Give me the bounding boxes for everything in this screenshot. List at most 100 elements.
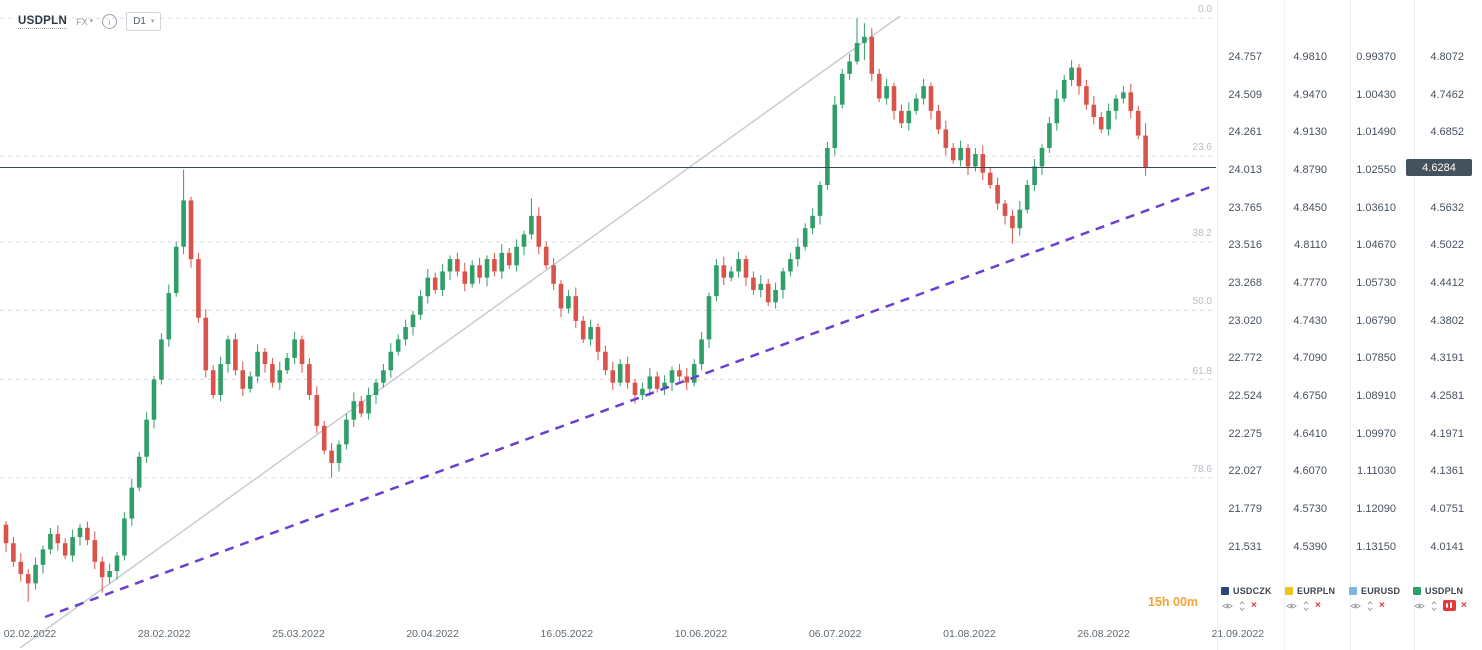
candles-series bbox=[3, 18, 1148, 602]
price-scale-value: 4.5632 bbox=[1430, 201, 1464, 214]
price-scale-value: 1.01490 bbox=[1356, 126, 1396, 139]
fib-retracement[interactable] bbox=[0, 17, 1216, 479]
date-axis-label: 10.06.2022 bbox=[674, 628, 728, 640]
price-scale-value: 4.7462 bbox=[1430, 88, 1464, 101]
price-scale-value: 23.516 bbox=[1228, 239, 1262, 252]
price-scale-value: 21.779 bbox=[1228, 502, 1262, 515]
fib-level-label[interactable]: 61.8 bbox=[1192, 365, 1212, 377]
scale-separator bbox=[1217, 0, 1218, 650]
date-axis-label: 21.09.2022 bbox=[1211, 628, 1265, 640]
visibility-eye-icon[interactable] bbox=[1286, 602, 1297, 610]
price-scale-eurpln[interactable]: 4.9810 4.9470 4.9130 4.8790 4.8450 4.8110 4.77… bbox=[1270, 38, 1327, 565]
date-axis-label: 01.08.2022 bbox=[943, 628, 996, 640]
resistance-trendline[interactable] bbox=[19, 15, 901, 649]
price-scale-value: 1.00430 bbox=[1356, 88, 1396, 101]
chart-header: USDPLN FX ▾ i D1 ▾ bbox=[18, 12, 162, 31]
date-axis-label: 20.04.2022 bbox=[406, 628, 459, 640]
info-icon[interactable]: i bbox=[102, 14, 118, 29]
price-scale-value: 4.0141 bbox=[1430, 540, 1464, 553]
scale-separator bbox=[1414, 0, 1415, 650]
active-instrument-badge-icon[interactable] bbox=[1443, 600, 1456, 611]
legend-item-eurusd: EURUSD × bbox=[1349, 586, 1409, 611]
price-scale-value: 4.7430 bbox=[1293, 314, 1327, 327]
price-scale-value: 4.7090 bbox=[1293, 352, 1327, 365]
market-dropdown[interactable]: FX ▾ bbox=[76, 17, 93, 27]
fib-level-label[interactable]: 0.0 bbox=[1198, 4, 1212, 16]
price-scale-value: 1.11030 bbox=[1357, 465, 1396, 478]
timeframe-dropdown[interactable]: D1 ▾ bbox=[126, 12, 162, 31]
visibility-eye-icon[interactable] bbox=[1222, 602, 1233, 610]
price-scale-value: 4.4412 bbox=[1430, 276, 1464, 289]
scale-arrows-icon[interactable] bbox=[1238, 600, 1246, 611]
price-scale-value: 4.7770 bbox=[1293, 276, 1327, 289]
fib-level-label[interactable]: 78.6 bbox=[1192, 463, 1212, 475]
scale-arrows-icon[interactable] bbox=[1430, 600, 1438, 611]
remove-instrument-icon[interactable]: × bbox=[1315, 599, 1321, 611]
visibility-eye-icon[interactable] bbox=[1414, 602, 1425, 610]
price-scale-value: 22.027 bbox=[1228, 465, 1262, 478]
instrument-legend: USDCZK × EURPLN × EURUSD × USDPLN × bbox=[1221, 586, 1473, 611]
legend-item-usdpln: USDPLN × bbox=[1413, 586, 1473, 611]
visibility-eye-icon[interactable] bbox=[1350, 602, 1361, 610]
price-scale-value: 4.8072 bbox=[1430, 50, 1464, 63]
fib-level-label[interactable]: 38.2 bbox=[1192, 227, 1212, 239]
instrument-color-swatch bbox=[1349, 587, 1357, 595]
price-scale-value: 1.13150 bbox=[1356, 540, 1396, 553]
price-scale-usdczk[interactable]: 24.757 24.509 24.261 24.013 23.765 23.516 23.2… bbox=[1218, 38, 1262, 565]
instrument-color-swatch bbox=[1413, 587, 1421, 595]
price-scale-value: 4.8790 bbox=[1293, 163, 1327, 176]
scale-arrows-icon[interactable] bbox=[1302, 600, 1310, 611]
price-scale-value: 4.9810 bbox=[1293, 50, 1327, 63]
fib-level-label[interactable]: 50.0 bbox=[1192, 296, 1212, 308]
price-scale-value: 24.757 bbox=[1228, 50, 1262, 63]
remove-instrument-icon[interactable]: × bbox=[1461, 599, 1467, 611]
price-scale-value: 1.08910 bbox=[1356, 389, 1396, 402]
price-scale-eurusd[interactable]: 0.99370 1.00430 1.01490 1.02550 1.03610 1.046… bbox=[1336, 38, 1396, 565]
instrument-color-swatch bbox=[1221, 587, 1229, 595]
date-axis-label: 02.02.2022 bbox=[3, 628, 57, 640]
candlestick-chart[interactable] bbox=[0, 0, 1216, 650]
date-axis-label: 26.08.2022 bbox=[1077, 628, 1130, 640]
price-scale-value: 4.1971 bbox=[1430, 427, 1464, 440]
price-scale-value: 21.531 bbox=[1228, 540, 1262, 553]
price-scale-value: 4.3802 bbox=[1430, 314, 1464, 327]
remove-instrument-icon[interactable]: × bbox=[1379, 599, 1385, 611]
price-scale-value: 23.268 bbox=[1228, 276, 1262, 289]
fib-level-label[interactable]: 23.6 bbox=[1192, 142, 1212, 154]
price-scale-value: 4.8450 bbox=[1293, 201, 1327, 214]
legend-item-eurpln: EURPLN × bbox=[1285, 586, 1345, 611]
price-scale-value: 22.524 bbox=[1228, 389, 1262, 402]
remove-instrument-icon[interactable]: × bbox=[1251, 599, 1257, 611]
price-scale-value: 24.013 bbox=[1228, 163, 1262, 176]
price-scale-value: 4.5730 bbox=[1293, 502, 1327, 515]
price-scale-value: 1.02550 bbox=[1356, 163, 1396, 176]
price-scale-value: 4.5390 bbox=[1293, 540, 1327, 553]
market-label: FX bbox=[76, 16, 88, 27]
legend-item-usdczk: USDCZK × bbox=[1221, 586, 1281, 611]
legend-symbol-label: EURUSD bbox=[1361, 586, 1401, 596]
scale-arrows-icon[interactable] bbox=[1366, 600, 1374, 611]
timeframe-label: D1 bbox=[133, 16, 146, 27]
symbol-label[interactable]: USDPLN bbox=[18, 14, 68, 29]
price-scale-value: 1.03610 bbox=[1356, 201, 1396, 214]
price-scale-value: 22.772 bbox=[1228, 352, 1262, 365]
price-scale-value: 4.9130 bbox=[1293, 126, 1327, 139]
price-scale-usdpln[interactable]: 4.8072 4.7462 4.6852 4.5632 4.5022 4.4412 4.38… bbox=[1402, 38, 1464, 565]
support-trendline[interactable] bbox=[44, 184, 1214, 619]
price-scale-value: 1.06790 bbox=[1356, 314, 1396, 327]
instrument-color-swatch bbox=[1285, 587, 1293, 595]
legend-symbol-label: USDPLN bbox=[1425, 586, 1464, 596]
date-axis-label: 06.07.2022 bbox=[808, 628, 862, 640]
price-scale-value: 1.04670 bbox=[1356, 239, 1396, 252]
price-scale-value: 1.07850 bbox=[1356, 352, 1396, 365]
price-scale-value: 4.6070 bbox=[1293, 465, 1327, 478]
scale-separator bbox=[1350, 0, 1351, 650]
price-scale-value: 4.8110 bbox=[1294, 239, 1327, 252]
chevron-down-icon: ▾ bbox=[150, 18, 155, 25]
candle-countdown: 15h 00m bbox=[1148, 595, 1199, 609]
price-scale-value: 4.3191 bbox=[1430, 352, 1464, 365]
legend-symbol-label: EURPLN bbox=[1297, 586, 1336, 596]
price-scale-value: 4.9470 bbox=[1293, 88, 1327, 101]
current-price-badge: 4.6284 bbox=[1406, 159, 1472, 176]
